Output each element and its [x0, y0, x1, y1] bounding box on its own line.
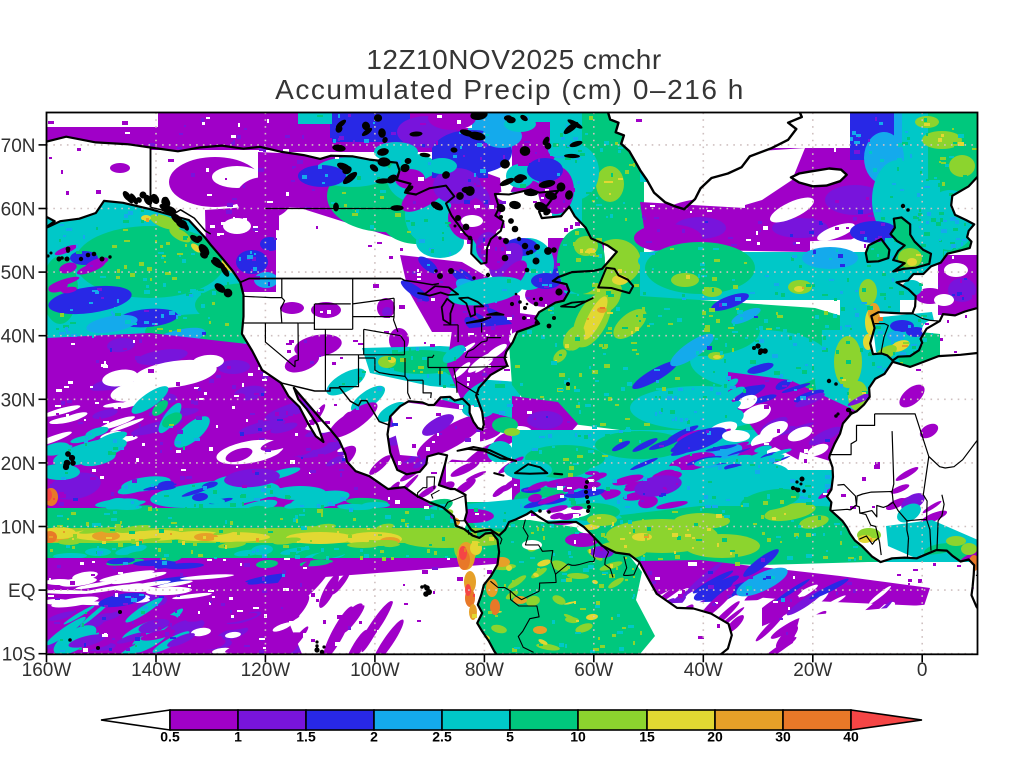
svg-text:1.5: 1.5 — [296, 729, 316, 745]
svg-text:EQ: EQ — [8, 581, 35, 602]
svg-text:10S: 10S — [2, 645, 36, 666]
svg-text:70N: 70N — [1, 136, 36, 157]
svg-text:10: 10 — [570, 729, 586, 745]
svg-text:140W: 140W — [131, 660, 181, 681]
svg-text:120W: 120W — [241, 660, 291, 681]
svg-text:40: 40 — [843, 729, 859, 745]
svg-text:20: 20 — [707, 729, 723, 745]
svg-text:20W: 20W — [793, 660, 832, 681]
svg-text:15: 15 — [639, 729, 655, 745]
svg-text:2.5: 2.5 — [432, 729, 452, 745]
svg-text:20N: 20N — [1, 454, 36, 475]
svg-text:160W: 160W — [22, 660, 72, 681]
svg-text:30N: 30N — [1, 390, 36, 411]
svg-text:12Z10NOV2025 cmchr: 12Z10NOV2025 cmchr — [366, 44, 661, 75]
svg-text:50N: 50N — [1, 263, 36, 284]
svg-text:30: 30 — [775, 729, 791, 745]
svg-text:80W: 80W — [465, 660, 504, 681]
svg-text:60N: 60N — [1, 200, 36, 221]
svg-text:0: 0 — [917, 660, 928, 681]
svg-text:5: 5 — [506, 729, 514, 745]
svg-text:Accumulated Precip (cm) 0–216: Accumulated Precip (cm) 0–216 h — [275, 74, 745, 105]
svg-text:100W: 100W — [350, 660, 400, 681]
svg-text:40N: 40N — [1, 327, 36, 348]
svg-text:1: 1 — [234, 729, 242, 745]
svg-text:10N: 10N — [1, 518, 36, 539]
svg-text:2: 2 — [370, 729, 378, 745]
svg-text:60W: 60W — [574, 660, 613, 681]
svg-text:0.5: 0.5 — [160, 729, 180, 745]
svg-text:40W: 40W — [684, 660, 723, 681]
